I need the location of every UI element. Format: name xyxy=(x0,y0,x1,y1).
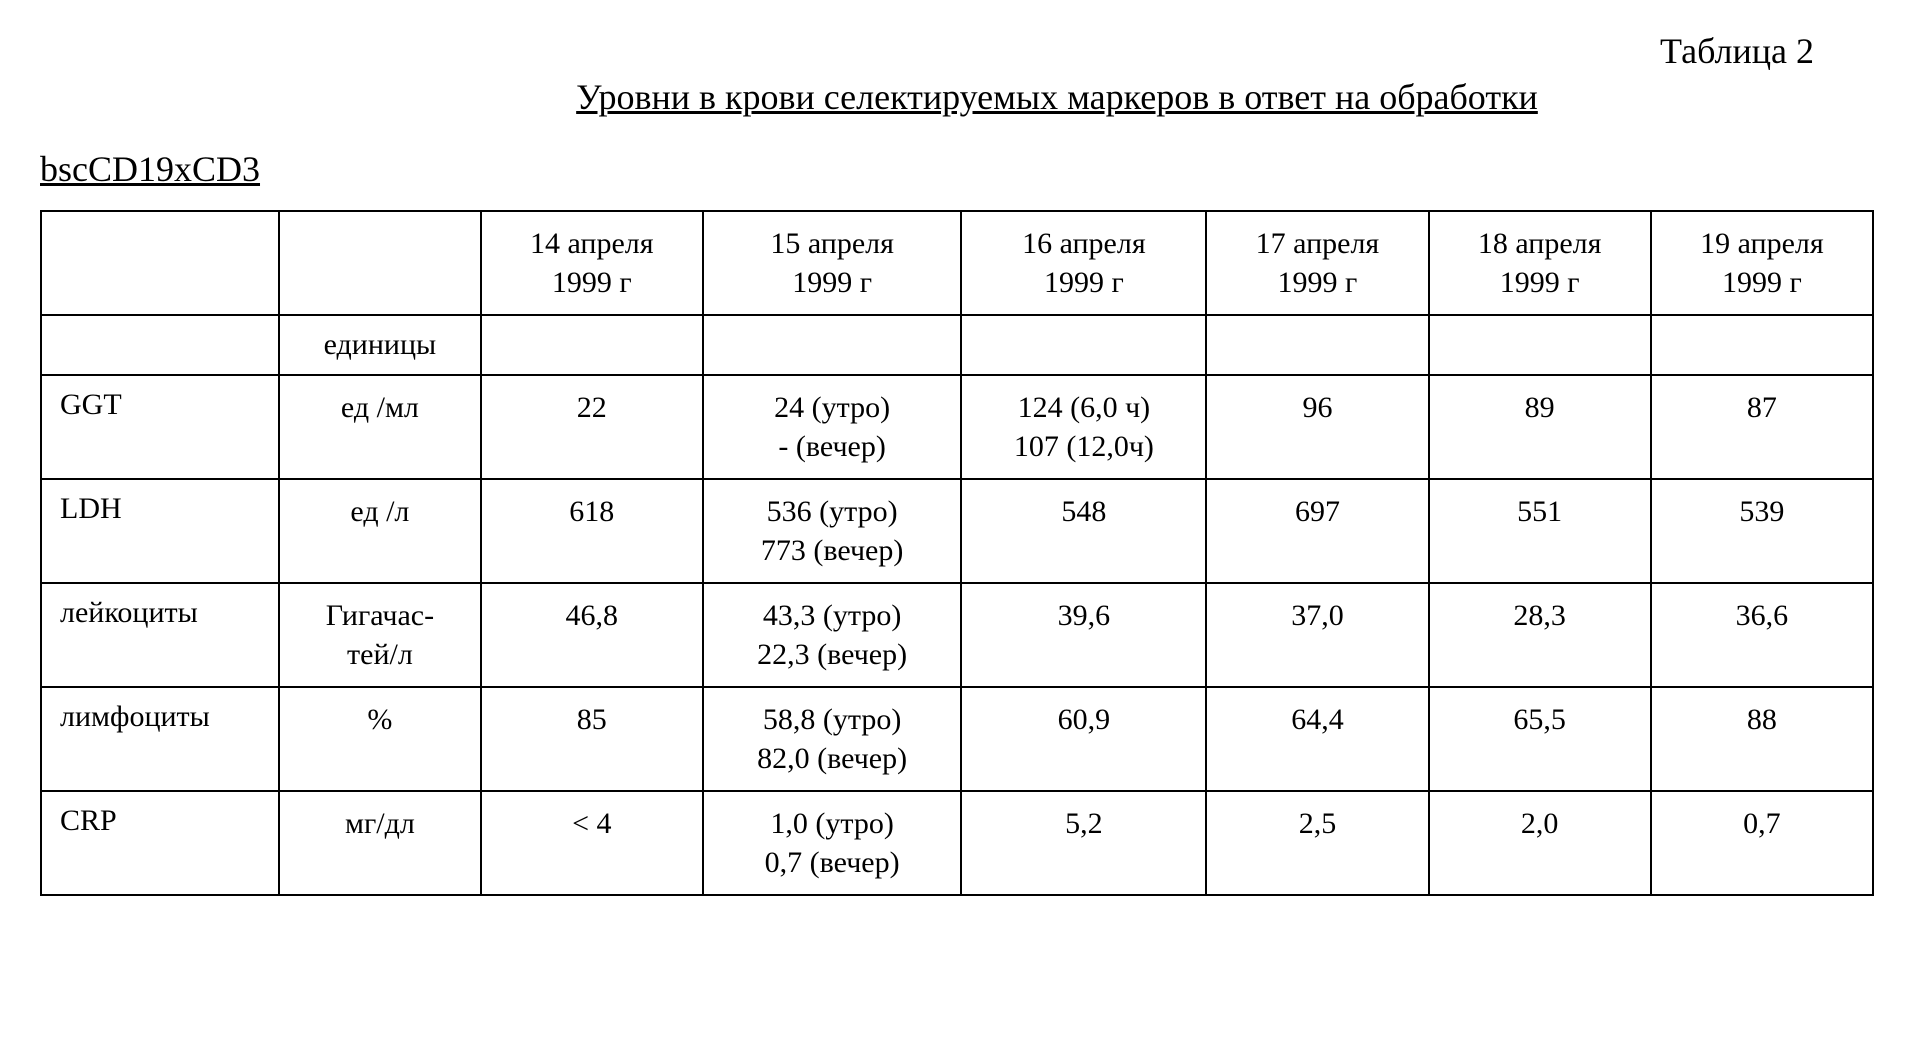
units-row-empty xyxy=(41,315,279,375)
cell-value: 36,6 xyxy=(1651,583,1873,687)
cell-value: 2,0 xyxy=(1429,791,1651,895)
cell-value: 551 xyxy=(1429,479,1651,583)
table-row: LDH ед /л 618 536 (утро) 773 (вечер) 548… xyxy=(41,479,1873,583)
units-row-empty xyxy=(481,315,703,375)
col-header-5: 17 апреля 1999 г xyxy=(1206,211,1428,315)
row-unit: % xyxy=(279,687,481,791)
row-unit: Гигачас- тей/л xyxy=(279,583,481,687)
table-subtitle: bscCD19xCD3 xyxy=(40,148,1874,190)
units-row-empty xyxy=(961,315,1206,375)
data-table: 14 апреля 1999 г 15 апреля 1999 г 16 апр… xyxy=(40,210,1874,896)
cell-value: 0,7 xyxy=(1651,791,1873,895)
cell-value: 46,8 xyxy=(481,583,703,687)
cell-value: 88 xyxy=(1651,687,1873,791)
cell-value: 39,6 xyxy=(961,583,1206,687)
table-header-row: 14 апреля 1999 г 15 апреля 1999 г 16 апр… xyxy=(41,211,1873,315)
cell-value: 60,9 xyxy=(961,687,1206,791)
cell-value: 85 xyxy=(481,687,703,791)
row-name: GGT xyxy=(41,375,279,479)
row-unit: ед /мл xyxy=(279,375,481,479)
cell-value: 37,0 xyxy=(1206,583,1428,687)
cell-value: 618 xyxy=(481,479,703,583)
cell-value: 2,5 xyxy=(1206,791,1428,895)
units-row-empty xyxy=(703,315,962,375)
units-row-empty xyxy=(1206,315,1428,375)
col-header-3: 15 апреля 1999 г xyxy=(703,211,962,315)
col-header-7: 19 апреля 1999 г xyxy=(1651,211,1873,315)
table-row: CRP мг/дл < 4 1,0 (утро) 0,7 (вечер) 5,2… xyxy=(41,791,1873,895)
row-name: CRP xyxy=(41,791,279,895)
cell-value: 22 xyxy=(481,375,703,479)
cell-value: 43,3 (утро) 22,3 (вечер) xyxy=(703,583,962,687)
cell-value: 697 xyxy=(1206,479,1428,583)
units-row-empty xyxy=(1651,315,1873,375)
cell-value: 28,3 xyxy=(1429,583,1651,687)
cell-value: < 4 xyxy=(481,791,703,895)
cell-value: 539 xyxy=(1651,479,1873,583)
cell-value: 1,0 (утро) 0,7 (вечер) xyxy=(703,791,962,895)
cell-value: 548 xyxy=(961,479,1206,583)
col-header-2: 14 апреля 1999 г xyxy=(481,211,703,315)
table-row: лимфоциты % 85 58,8 (утро) 82,0 (вечер) … xyxy=(41,687,1873,791)
col-header-4: 16 апреля 1999 г xyxy=(961,211,1206,315)
units-row-label: единицы xyxy=(279,315,481,375)
cell-value: 96 xyxy=(1206,375,1428,479)
cell-value: 65,5 xyxy=(1429,687,1651,791)
col-header-6: 18 апреля 1999 г xyxy=(1429,211,1651,315)
row-name: LDH xyxy=(41,479,279,583)
units-row-empty xyxy=(1429,315,1651,375)
col-header-0 xyxy=(41,211,279,315)
cell-value: 536 (утро) 773 (вечер) xyxy=(703,479,962,583)
row-name: лимфоциты xyxy=(41,687,279,791)
cell-value: 124 (6,0 ч) 107 (12,0ч) xyxy=(961,375,1206,479)
row-name: лейкоциты xyxy=(41,583,279,687)
cell-value: 58,8 (утро) 82,0 (вечер) xyxy=(703,687,962,791)
table-row: лейкоциты Гигачас- тей/л 46,8 43,3 (утро… xyxy=(41,583,1873,687)
table-number: Таблица 2 xyxy=(40,30,1874,72)
cell-value: 89 xyxy=(1429,375,1651,479)
row-unit: ед /л xyxy=(279,479,481,583)
cell-value: 24 (утро) - (вечер) xyxy=(703,375,962,479)
table-row: GGT ед /мл 22 24 (утро) - (вечер) 124 (6… xyxy=(41,375,1873,479)
col-header-1 xyxy=(279,211,481,315)
cell-value: 64,4 xyxy=(1206,687,1428,791)
cell-value: 87 xyxy=(1651,375,1873,479)
cell-value: 5,2 xyxy=(961,791,1206,895)
table-caption: Уровни в крови селектируемых маркеров в … xyxy=(40,76,1874,118)
row-unit: мг/дл xyxy=(279,791,481,895)
units-label-row: единицы xyxy=(41,315,1873,375)
